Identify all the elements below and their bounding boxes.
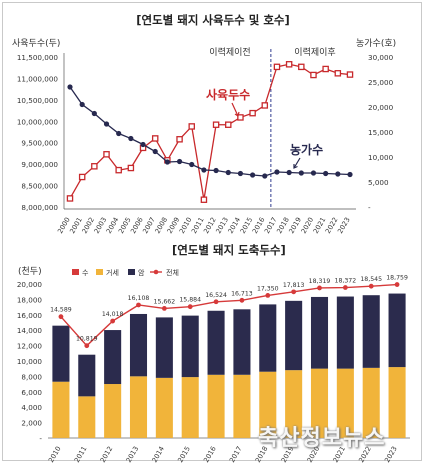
heads-point	[285, 61, 293, 68]
heads-label-arrow	[231, 102, 239, 117]
farms-point	[213, 167, 219, 174]
farms-point	[250, 172, 256, 178]
heads-point	[322, 65, 329, 73]
farms-point	[225, 169, 231, 176]
farms-point	[189, 161, 195, 168]
farms-point	[286, 169, 292, 176]
image-frame	[2, 2, 422, 461]
heads-point	[212, 121, 220, 128]
farms-point	[103, 121, 110, 127]
farms-point	[335, 171, 341, 177]
left-tick-label: 11,500,000	[17, 53, 59, 62]
right-tick-label: 10,000	[368, 153, 394, 162]
farms-label-arrow	[293, 157, 301, 169]
farms-point	[323, 170, 329, 177]
heads-point	[127, 164, 135, 172]
farms-series-label: 농가수	[290, 142, 323, 157]
farms-point	[262, 173, 268, 179]
post-traceability-label: 이력제이후	[294, 46, 335, 58]
farms-point	[201, 167, 207, 173]
farms-point	[79, 101, 85, 108]
farms-arrow-head	[293, 164, 298, 169]
x-tick-label: 2023	[336, 216, 352, 235]
heads-point	[103, 151, 110, 158]
left-tick-label: 9,500,000	[21, 139, 58, 148]
left-tick-label: 8,500,000	[21, 182, 58, 191]
chart1-left-axis-label: 사육두수(두)	[12, 38, 60, 49]
heads-arrow-head	[234, 111, 240, 117]
farms-point	[128, 135, 134, 142]
heads-point	[346, 71, 354, 78]
heads-point	[200, 196, 208, 203]
farms-point	[164, 159, 170, 165]
heads-point	[273, 63, 281, 71]
right-tick-label: 30,000	[368, 53, 394, 62]
right-tick-label: 20,000	[368, 103, 394, 112]
pre-traceability-label: 이력제이전	[209, 46, 250, 58]
heads-point	[310, 71, 317, 79]
farms-point	[310, 170, 317, 176]
farms-point	[152, 148, 158, 155]
heads-point	[115, 166, 122, 174]
farms-point	[91, 110, 97, 117]
right-tick-label: 5,000	[368, 178, 389, 187]
farms-point	[347, 171, 353, 178]
farms-point	[176, 158, 183, 165]
chart1-right-axis-label: 농가수(호)	[356, 38, 396, 49]
heads-point	[249, 109, 256, 117]
heads-point	[176, 136, 183, 143]
watermark: 축산정보뉴스	[258, 426, 386, 451]
heads-point	[261, 102, 269, 109]
right-tick-label: 15,000	[368, 128, 394, 137]
heads-point	[237, 114, 244, 121]
heads-point	[225, 121, 232, 128]
heads-point	[78, 173, 86, 181]
heads-point	[334, 70, 342, 77]
farms-point	[116, 130, 122, 137]
chart1-title: [연도별 돼지 사육두수 및 호수]	[136, 13, 290, 27]
heads-point	[66, 195, 74, 202]
heads-line	[69, 63, 351, 200]
left-tick-label: 11,000,000	[17, 74, 59, 83]
left-tick-label: 8,000,000	[21, 203, 58, 212]
heads-point	[91, 163, 98, 170]
heads-series-label: 사육두수	[206, 87, 250, 102]
breeding-heads-and-farms-chart: [연도별 돼지 사육두수 및 호수] 사육두수(두) 농가수(호) 이력제이전 …	[12, 13, 396, 235]
heads-point	[298, 63, 305, 71]
left-tick-label: 10,500,000	[17, 96, 59, 105]
farms-point	[237, 170, 244, 177]
right-tick-label: -	[368, 203, 371, 212]
farms-point	[140, 141, 146, 148]
right-tick-label: 25,000	[368, 78, 394, 87]
farms-point	[298, 170, 304, 176]
farms-point	[67, 84, 73, 90]
left-tick-label: 9,000,000	[21, 160, 58, 169]
heads-point	[188, 123, 195, 130]
heads-point	[151, 135, 159, 142]
farms-point	[274, 169, 280, 175]
chart1-plot: 11,500,000 11,000,000 10,500,000 10,000,000…	[17, 49, 394, 235]
left-tick-label: 10,000,000	[17, 117, 59, 126]
